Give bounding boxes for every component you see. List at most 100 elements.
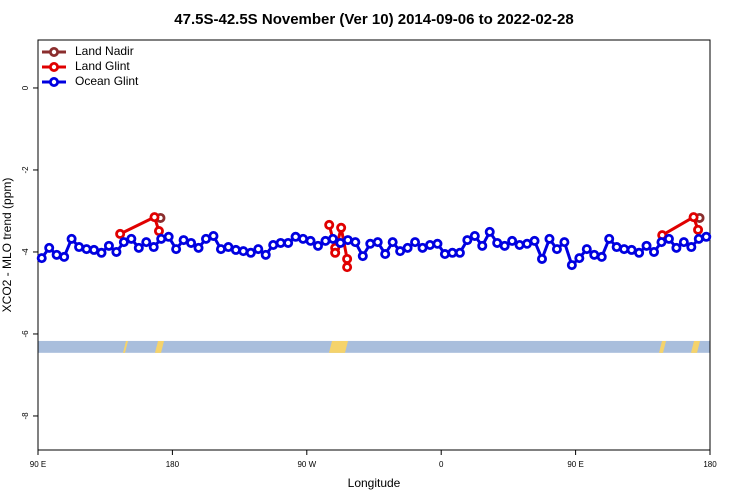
- legend-marker: [49, 77, 60, 88]
- data-point: [641, 240, 652, 251]
- data-point: [469, 230, 480, 241]
- surface-band: [38, 340, 710, 353]
- x-tick-label: 90 W: [297, 460, 316, 469]
- data-point: [678, 237, 689, 248]
- data-point: [111, 246, 122, 257]
- data-point: [432, 238, 443, 249]
- data-point: [559, 237, 570, 248]
- x-tick-label: 90 E: [30, 460, 46, 469]
- plot-frame: [37, 39, 711, 451]
- data-point: [327, 233, 338, 244]
- data-point: [372, 237, 383, 248]
- data-point: [153, 226, 164, 237]
- data-point: [380, 249, 391, 260]
- data-point: [693, 224, 704, 235]
- x-axis-label: Longitude: [348, 476, 401, 490]
- data-point: [66, 233, 77, 244]
- data-point: [454, 247, 465, 258]
- data-point: [596, 251, 607, 262]
- data-point: [324, 219, 335, 230]
- land-marker: [691, 340, 700, 353]
- data-point: [336, 222, 347, 233]
- x-tick-label: 180: [703, 460, 717, 469]
- data-point: [484, 226, 495, 237]
- data-point: [581, 244, 592, 255]
- data-point: [342, 262, 353, 273]
- data-point: [260, 249, 271, 260]
- data-point: [544, 233, 555, 244]
- data-point: [238, 246, 249, 257]
- y-axis-label: XCO2 - MLO trend (ppm): [0, 178, 14, 313]
- data-point: [186, 237, 197, 248]
- data-point: [36, 253, 47, 264]
- legend-marker: [49, 47, 60, 58]
- data-point: [163, 231, 174, 242]
- data-point: [126, 233, 137, 244]
- data-point: [253, 244, 264, 255]
- data-point: [283, 237, 294, 248]
- plot-area: 0 -2 -4 -6 -8 90 E 180 90 W 0 90 E 180 Land NadirLa…: [21, 39, 717, 469]
- y-tick-label: -6: [21, 330, 30, 338]
- data-point: [330, 247, 341, 258]
- data-point: [44, 242, 55, 253]
- legend-marker: [49, 62, 60, 73]
- data-point: [701, 231, 712, 242]
- y-tick-label: -4: [21, 248, 30, 256]
- data-point: [507, 235, 518, 246]
- data-point: [96, 247, 107, 258]
- data-point: [619, 244, 630, 255]
- data-point: [551, 244, 562, 255]
- y-tick-label: -8: [21, 412, 30, 420]
- data-point: [574, 253, 585, 264]
- data-point: [118, 237, 129, 248]
- data-point: [193, 242, 204, 253]
- data-point: [671, 242, 682, 253]
- data-point: [410, 237, 421, 248]
- data-point: [462, 235, 473, 246]
- data-point: [634, 247, 645, 258]
- data-point: [350, 237, 361, 248]
- data-point: [663, 233, 674, 244]
- data-point: [439, 249, 450, 260]
- data-point: [656, 237, 667, 248]
- data-point: [514, 239, 525, 250]
- legend-label: Land Glint: [75, 59, 130, 73]
- land-marker: [123, 340, 128, 353]
- data-point: [604, 233, 615, 244]
- data-point: [149, 212, 160, 223]
- land-marker: [329, 340, 348, 353]
- data-point: [103, 240, 114, 251]
- data-point: [566, 260, 577, 271]
- data-point: [245, 247, 256, 258]
- y-tick-label: 0: [21, 85, 30, 90]
- chart-title: 47.5S-42.5S November (Ver 10) 2014-09-06…: [174, 11, 573, 28]
- data-point: [305, 235, 316, 246]
- x-tick-label: 90 E: [567, 460, 583, 469]
- data-point: [141, 237, 152, 248]
- data-point: [342, 253, 353, 264]
- data-point: [115, 228, 126, 239]
- data-point: [529, 235, 540, 246]
- land-marker: [155, 340, 164, 353]
- data-point: [424, 239, 435, 250]
- data-point: [59, 251, 70, 262]
- data-point: [537, 253, 548, 264]
- x-tick-label: 180: [166, 460, 180, 469]
- data-point: [688, 212, 699, 223]
- legend-label: Ocean Glint: [75, 74, 139, 88]
- legend-label: Land Nadir: [75, 44, 134, 58]
- data-point: [499, 240, 510, 251]
- data-point: [312, 240, 323, 251]
- data-point: [395, 246, 406, 257]
- data-point: [148, 242, 159, 253]
- data-point: [365, 238, 376, 249]
- data-point: [230, 244, 241, 255]
- data-point: [387, 237, 398, 248]
- y-tick-label: -2: [21, 166, 30, 174]
- data-point: [402, 242, 413, 253]
- data-point: [133, 242, 144, 253]
- land-marker: [659, 340, 666, 353]
- data-point: [649, 246, 660, 257]
- data-point: [81, 244, 92, 255]
